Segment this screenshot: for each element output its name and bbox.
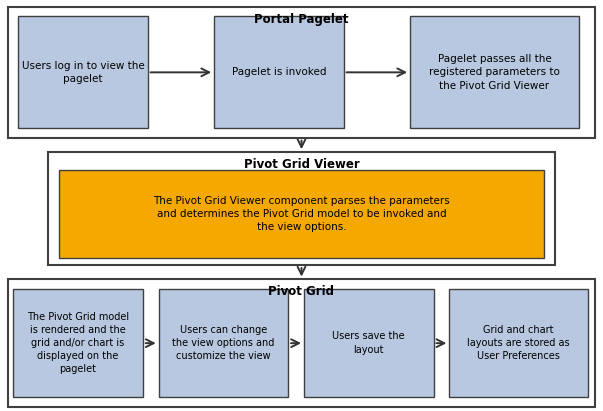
Bar bbox=[18, 16, 148, 128]
Bar bbox=[59, 170, 544, 258]
Text: Users log in to view the
pagelet: Users log in to view the pagelet bbox=[22, 61, 144, 84]
Bar bbox=[8, 279, 595, 407]
Text: Users save the
layout: Users save the layout bbox=[332, 331, 405, 355]
Text: Portal Pagelet: Portal Pagelet bbox=[254, 13, 349, 26]
Text: Pagelet is invoked: Pagelet is invoked bbox=[232, 67, 326, 77]
Bar bbox=[48, 152, 555, 265]
Bar bbox=[13, 289, 143, 397]
Text: Pagelet passes all the
registered parameters to
the Pivot Grid Viewer: Pagelet passes all the registered parame… bbox=[429, 54, 560, 90]
Text: Grid and chart
layouts are stored as
User Preferences: Grid and chart layouts are stored as Use… bbox=[467, 325, 570, 361]
Text: Users can change
the view options and
customize the view: Users can change the view options and cu… bbox=[172, 325, 274, 361]
Bar bbox=[304, 289, 434, 397]
Bar bbox=[159, 289, 288, 397]
Bar bbox=[214, 16, 344, 128]
Bar bbox=[449, 289, 588, 397]
Text: Pivot Grid Viewer: Pivot Grid Viewer bbox=[244, 158, 359, 171]
Text: The Pivot Grid Viewer component parses the parameters
and determines the Pivot G: The Pivot Grid Viewer component parses t… bbox=[153, 196, 450, 232]
Bar bbox=[8, 7, 595, 138]
Text: The Pivot Grid model
is rendered and the
grid and/or chart is
displayed on the
p: The Pivot Grid model is rendered and the… bbox=[27, 312, 129, 374]
Bar bbox=[410, 16, 579, 128]
Text: Pivot Grid: Pivot Grid bbox=[268, 285, 335, 298]
